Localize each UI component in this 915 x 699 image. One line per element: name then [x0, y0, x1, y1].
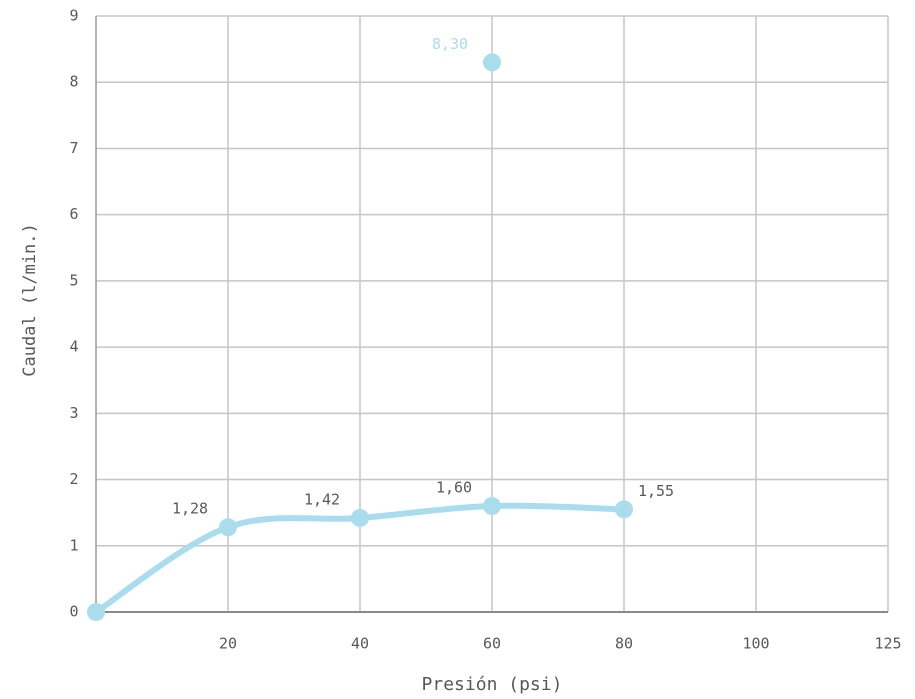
x-tick-label: 40: [351, 635, 369, 653]
marker: [219, 518, 237, 537]
data-label: 8,30: [432, 35, 468, 53]
x-tick-label: 60: [483, 635, 501, 653]
y-tick-label: 4: [69, 338, 78, 356]
x-tick-label: 125: [874, 635, 901, 653]
y-tick-label: 8: [69, 73, 78, 91]
x-tick-label: 20: [219, 635, 237, 653]
x-axis-label: Presión (psi): [422, 674, 563, 695]
marker: [483, 53, 501, 72]
marker: [351, 508, 369, 527]
y-tick-label: 5: [69, 271, 78, 289]
data-label: 1,55: [638, 482, 674, 500]
data-label: 1,28: [172, 500, 208, 518]
y-tick-label: 9: [69, 7, 78, 25]
x-tick-label: 80: [615, 635, 633, 653]
y-tick-label: 3: [69, 404, 78, 422]
y-tick-label: 6: [69, 205, 78, 223]
y-tick-label: 0: [69, 603, 78, 621]
data-label: 1,42: [304, 490, 340, 508]
marker: [87, 603, 105, 621]
x-tick-label: 100: [742, 635, 769, 653]
y-tick-label: 7: [69, 139, 78, 157]
data-label: 1,60: [436, 479, 472, 497]
marker: [483, 497, 501, 516]
y-tick-label: 2: [69, 470, 78, 488]
y-tick-label: 1: [69, 536, 78, 554]
y-axis-label: Caudal (l/min.): [20, 223, 40, 377]
marker: [615, 500, 633, 519]
